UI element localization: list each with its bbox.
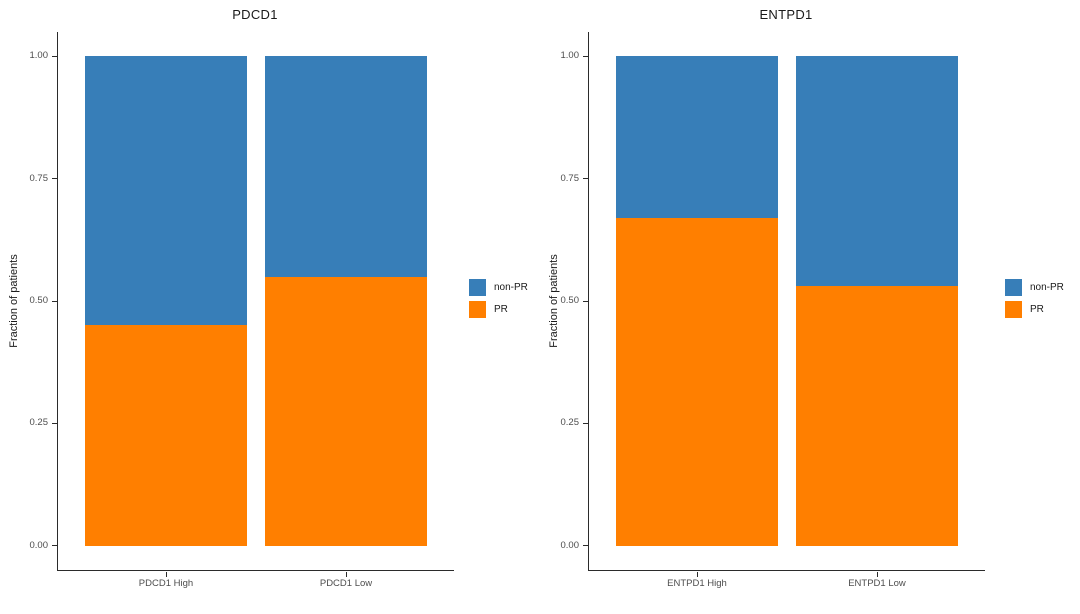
chart-title-pdcd1: PDCD1 xyxy=(232,7,278,22)
y-axis-tick xyxy=(52,300,57,302)
y-axis-tick xyxy=(583,178,588,180)
y-tick-label: 0.75 xyxy=(29,172,49,184)
y-tick-label: 0.25 xyxy=(560,417,580,429)
y-tick-label: 1.00 xyxy=(29,50,49,62)
y-tick-label: 0.00 xyxy=(560,539,580,551)
x-axis-tick xyxy=(166,572,167,577)
x-axis-tick xyxy=(697,572,698,577)
x-tick-label: PDCD1 Low xyxy=(319,578,373,589)
legend-swatch-non-pr xyxy=(469,279,486,296)
y-tick-label: 0.50 xyxy=(29,295,49,306)
y-axis-tick xyxy=(583,300,588,302)
legend-label: non-PR xyxy=(1030,282,1064,293)
legend-item-pr: PR xyxy=(469,301,528,318)
x-axis-tick xyxy=(346,572,347,577)
legend-swatch-non-pr xyxy=(1005,279,1022,296)
legend-label: PR xyxy=(494,304,508,315)
x-tick-label: ENTPD1 High xyxy=(667,578,727,589)
plot-area-entpd1: 0.00 0.25 0.50 0.75 1.00 ENTPD1 High ENTPD1 Lo… xyxy=(561,32,985,589)
legend-label: PR xyxy=(1030,304,1044,315)
y-axis-tick xyxy=(52,55,57,57)
x-tick-label: ENTPD1 Low xyxy=(848,578,906,589)
bar-segment-pr xyxy=(85,325,247,546)
plot-area-pdcd1: 0.00 0.25 0.50 0.75 1.00 PDCD1 High PDCD1 Low xyxy=(30,32,454,589)
y-axis-tick xyxy=(583,55,588,57)
bar-segment-non-pr xyxy=(616,56,778,218)
bar-segment-non-pr xyxy=(796,56,958,287)
bar-segment-pr xyxy=(616,217,778,546)
legend-item-non-pr: non-PR xyxy=(469,279,528,296)
x-axis-tick xyxy=(877,572,878,577)
y-tick-label: 0.50 xyxy=(560,295,580,306)
y-tick-label: 0.00 xyxy=(29,539,49,551)
y-axis-tick xyxy=(52,422,57,424)
legend-swatch-pr xyxy=(469,301,486,318)
chart-panel-entpd1: ENTPD1 Fraction of patients 0.00 0.25 0.50… xyxy=(540,0,1080,614)
legend-swatch-pr xyxy=(1005,301,1022,318)
chart-panel-pdcd1: PDCD1 Fraction of patients 0.00 0.25 0.50 0… xyxy=(8,7,528,589)
y-tick-label: 0.75 xyxy=(560,172,580,184)
y-axis-tick xyxy=(583,545,588,547)
bar-segment-non-pr xyxy=(85,56,247,326)
x-tick-label: PDCD1 High xyxy=(138,578,194,589)
y-axis-tick xyxy=(583,422,588,424)
y-tick-label: 1.00 xyxy=(560,50,580,62)
y-axis-tick xyxy=(52,178,57,180)
bar-segment-non-pr xyxy=(265,56,427,277)
legend: non-PR PR xyxy=(1005,279,1064,323)
legend: non-PR PR xyxy=(469,279,528,323)
y-tick-label: 0.25 xyxy=(29,417,49,429)
bar-segment-pr xyxy=(265,276,427,546)
legend-item-pr: PR xyxy=(1005,301,1064,318)
chart-title-entpd1: ENTPD1 xyxy=(759,7,813,22)
legend-label: non-PR xyxy=(494,282,528,293)
y-axis-tick xyxy=(52,545,57,547)
bar-segment-pr xyxy=(796,286,958,546)
legend-item-non-pr: non-PR xyxy=(1005,279,1064,296)
